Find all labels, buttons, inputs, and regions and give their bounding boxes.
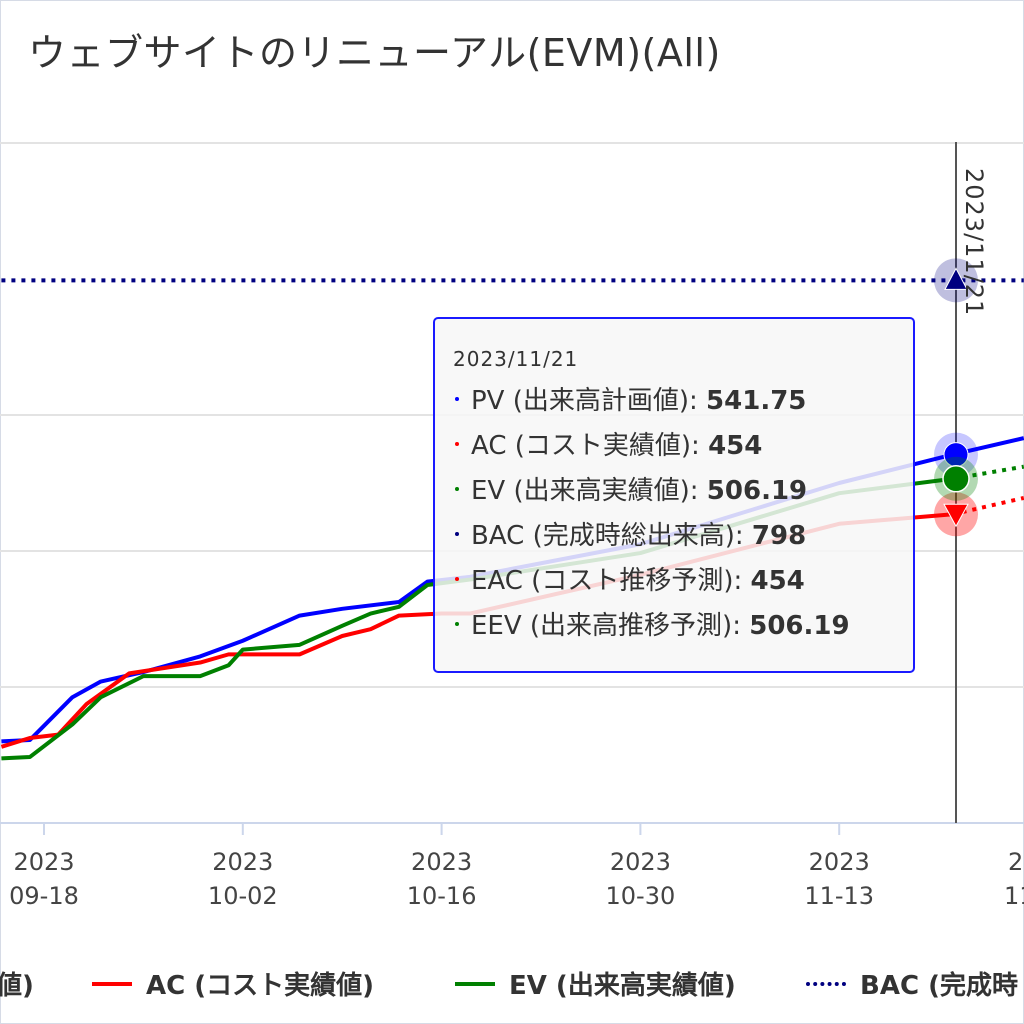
chart-title: ウェブサイトのリニューアル(EVM)(All)	[28, 31, 721, 75]
x-tick-year: 2023	[13, 848, 74, 876]
tooltip-date: 2023/11/21	[453, 347, 579, 371]
tooltip-label: AC (コスト実績値):	[471, 431, 700, 461]
x-axis: 2023 09-18 2023 10-02 2023 10-16 2023 10-30 2023…	[9, 823, 1024, 910]
grid	[0, 142, 1024, 824]
ev-circle-marker	[942, 465, 970, 493]
legend-swatch-icon	[92, 981, 132, 986]
crosshair-date-label: 2023/11/21	[960, 168, 988, 317]
tooltip-row: EV (出来高実績値): 506.19	[453, 469, 913, 514]
legend-label: 値)	[0, 971, 34, 1001]
hover-markers	[934, 258, 978, 537]
series-line-eac	[952, 496, 1024, 517]
x-tick-year: 2023	[610, 848, 671, 876]
series-dot-icon	[455, 487, 459, 491]
tooltip-label: BAC (完成時総出来高):	[471, 521, 744, 551]
tooltip-value: 506.19	[706, 476, 808, 506]
series-dot-icon	[455, 442, 459, 446]
x-tick-label: 11-13	[804, 882, 874, 910]
legend-item[interactable]: EV (出来高実績値)	[455, 965, 736, 1002]
tooltip-value: 798	[751, 521, 807, 551]
series-dot-icon	[455, 622, 459, 626]
legend-label: BAC (完成時	[860, 971, 1018, 1001]
tooltip-label: EAC (コスト推移予測):	[471, 566, 743, 596]
ac-triangle-marker	[943, 503, 969, 528]
tooltip-row: EAC (コスト推移予測): 454	[453, 559, 913, 604]
x-tick-year: 2023	[411, 848, 472, 876]
x-tick-year: 2	[1008, 848, 1023, 876]
legend-item[interactable]: 値)	[0, 965, 34, 1002]
x-tick-label: 10-30	[606, 882, 676, 910]
legend-item[interactable]: AC (コスト実績値)	[92, 965, 374, 1002]
series-dot-icon	[455, 397, 459, 401]
x-tick-label: 10-16	[407, 882, 477, 910]
legend-swatch-icon	[455, 981, 495, 986]
legend-item[interactable]: BAC (完成時	[806, 965, 1018, 1002]
x-tick-label: 11	[1004, 882, 1024, 910]
tooltip-value: 506.19	[749, 611, 850, 641]
x-tick-year: 2023	[212, 848, 273, 876]
tooltip-value: 454	[708, 431, 763, 461]
tooltip-label: EEV (出来高推移予測):	[471, 611, 741, 641]
x-tick-label: 10-02	[208, 882, 278, 910]
tooltip-row: BAC (完成時総出来高): 798	[453, 514, 913, 559]
tooltip: 2023/11/21 PV (出来高計画値): 541.75 AC (コスト実績値…	[433, 317, 915, 673]
legend-swatch-icon	[806, 981, 846, 986]
tooltip-row: EEV (出来高推移予測): 506.19	[453, 604, 913, 649]
x-tick-year: 2023	[809, 848, 870, 876]
legend-label: AC (コスト実績値)	[146, 971, 375, 1001]
tooltip-row: PV (出来高計画値): 541.75	[453, 379, 913, 424]
tooltip-label: EV (出来高実績値):	[471, 476, 699, 506]
series-dot-icon	[455, 577, 459, 581]
bac-triangle-marker	[944, 267, 968, 290]
series-dot-icon	[455, 532, 459, 536]
tooltip-row: AC (コスト実績値): 454	[453, 424, 913, 469]
tooltip-value: 541.75	[706, 386, 807, 416]
tooltip-label: PV (出来高計画値):	[471, 386, 698, 416]
legend-label: EV (出来高実績値)	[509, 971, 736, 1001]
x-tick-label: 09-18	[9, 882, 79, 910]
tooltip-value: 454	[750, 566, 805, 596]
